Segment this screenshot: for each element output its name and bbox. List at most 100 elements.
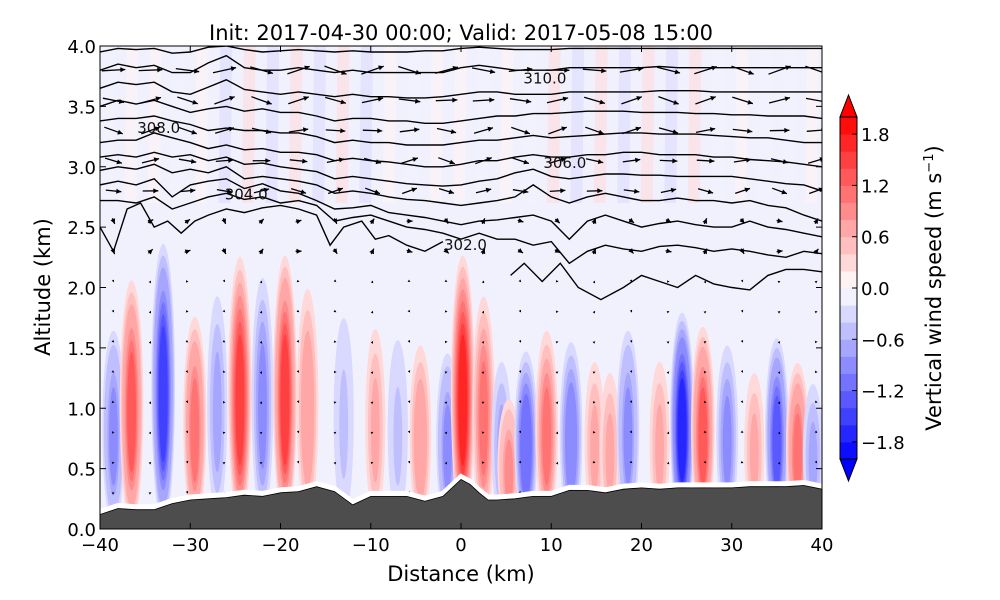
wind-vector [702,248,708,255]
wind-vector [592,280,595,284]
colorbar-level [840,441,857,460]
wind-vector [178,126,198,135]
wind-band-level [303,351,312,473]
wind-vector [629,340,633,343]
upper-wind-stripe [218,46,233,203]
x-tick-label: 30 [720,535,743,556]
wind-vector [147,248,154,255]
wind-vector [740,309,744,313]
wind-vector [369,218,375,225]
wind-vector [259,462,263,465]
y-tick-label: 2.0 [67,279,96,300]
wind-vector [148,431,152,435]
wind-band-level [443,404,452,493]
colorbar-tick-label: 0.6 [861,228,890,249]
wind-vector [111,400,115,403]
wind-vector [694,65,717,75]
wind-vector [696,158,715,164]
wind-vector [511,126,531,135]
wind-vector [288,96,310,105]
wind-vector [185,430,188,434]
colorbar-level [840,288,857,306]
wind-vector [808,187,822,195]
wind-vector [223,401,226,404]
wind-vector [147,219,154,225]
upper-wind-stripe [499,46,514,203]
wind-vector [250,66,274,75]
terrain-fill [100,479,822,529]
wind-band-level [655,404,664,493]
y-tick-label: 3.0 [67,158,96,179]
wind-vector [177,96,199,105]
wind-vector [703,430,707,433]
wind-band [649,362,670,522]
wind-vector [666,431,670,435]
terrain [100,473,822,529]
colorbar-ticks: −1.8 −1.2 −0.6 0.0 0.6 1.2 1.8 [852,125,905,454]
wind-vector [619,66,644,73]
wind-vector [629,309,633,313]
wind-vector [592,310,596,314]
x-tick-label: 0 [455,535,466,556]
colorbar-extend-max [839,93,858,118]
wind-vector [148,401,151,405]
wind-vector [259,280,262,284]
wind-vector [406,218,413,224]
wind-vector [656,66,681,75]
wind-vector [555,431,559,435]
wind-vector [444,401,448,405]
x-tick-label: −10 [352,535,390,556]
wind-vector [666,401,670,405]
wind-vector [438,157,456,165]
wind-vector [813,248,819,255]
y-axis-label: Altitude (km) [31,218,55,356]
wind-vector [407,430,411,434]
wind-vector [148,461,152,465]
wind-vector [628,248,634,254]
chart-title: Init: 2017-04-30 00:00; Valid: 2017-05-0… [209,21,713,45]
wind-vector [592,401,596,404]
wind-vector [511,157,530,165]
wind-vector [222,370,226,373]
wind-vector [370,310,374,314]
colorbar-level [840,168,857,186]
x-tick-label: 20 [630,535,653,556]
wind-band-level [258,343,267,469]
wind-vector [148,280,152,284]
colorbar-label-end: ) [922,145,946,153]
wind-vector [777,280,781,284]
wind-vector [622,157,641,163]
wind-vector [110,218,116,225]
colorbar-level [840,253,857,272]
colorbar-swatches [839,93,858,483]
contour-label: 306.0 [543,154,586,172]
wind-vector [399,127,420,133]
wind-band [365,329,386,519]
upper-wind-stripe [687,46,702,203]
wind-band-level [190,378,200,483]
wind-band-level [280,334,290,466]
wind-vector [518,340,522,343]
wind-vector [591,248,597,255]
wind-vector [215,157,234,163]
wind-vector [112,431,115,434]
theta-contour-line [100,192,822,265]
upper-wind-stripe [359,46,374,203]
colorbar-extend-min [839,458,858,483]
wind-vector [370,431,374,435]
terrain-halo [100,473,822,514]
wind-vector [517,218,524,223]
colorbar-level [840,219,857,238]
wind-vector [401,157,419,165]
wind-vector [814,460,818,464]
wind-vector [475,187,492,194]
wind-vector [186,280,189,283]
x-tick-label: 10 [540,535,563,556]
wind-vector [326,157,345,164]
wind-vector [148,371,152,374]
wind-vector [697,188,714,195]
wind-vector [445,340,448,344]
wind-vector [777,461,781,465]
wind-vector [703,311,707,314]
